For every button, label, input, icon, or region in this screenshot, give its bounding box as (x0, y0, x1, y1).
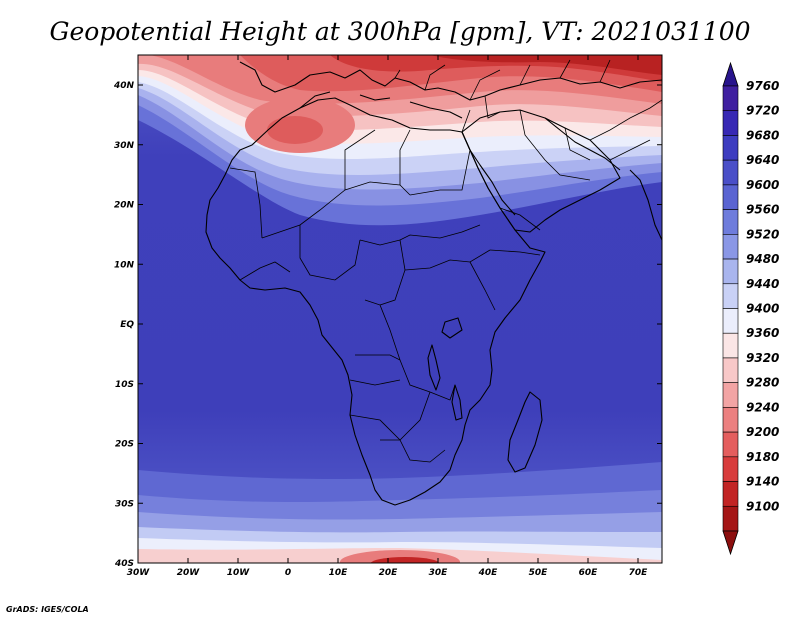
country-borders (229, 59, 662, 463)
colorbar-swatch (722, 332, 739, 359)
africa-coastline (205, 97, 546, 506)
lon-tick-label: 30E (429, 568, 449, 578)
lat-tick-label: 30N (114, 141, 135, 151)
colorbar-label: 9100 (746, 499, 779, 513)
lat-tick-label: 20N (114, 201, 135, 211)
colorbar-label: 9520 (746, 227, 779, 241)
axis-ticks: 30W 20W 10W 0 10E 20E 30E 40E 50E 60E 70E 40N 30N 20N… (113, 55, 662, 578)
lat-tick-label: 40S (114, 559, 134, 569)
colorbar-label: 9480 (746, 252, 779, 266)
lon-tick-label: 20W (177, 568, 201, 578)
colorbar-label: 9760 (746, 79, 779, 93)
lake-tanganyika (427, 344, 441, 391)
lon-tick-label: 0 (285, 568, 291, 578)
colorbar-swatch (722, 184, 739, 210)
colorbar-label: 9200 (746, 425, 779, 439)
colorbar-swatch (722, 258, 739, 285)
lat-tick-label: 40N (113, 81, 135, 91)
map-plot-area (138, 55, 662, 563)
colorbar-swatch (722, 308, 739, 334)
colorbar-swatch (722, 456, 739, 482)
credit-text: GrADS: IGES/COLA (6, 605, 89, 614)
colorbar-label: 9400 (746, 302, 779, 316)
mediterranean-shoreline (299, 91, 463, 119)
colorbar-label: 9140 (746, 475, 779, 489)
contour-cell-northwest-inner (267, 116, 323, 144)
colorbar-swatch (722, 407, 739, 433)
lat-tick-label: 10N (114, 260, 135, 270)
lake-malawi (451, 384, 463, 421)
lon-tick-label: 10E (329, 568, 349, 578)
colorbar-swatch (722, 85, 739, 112)
colorbar-swatch (722, 135, 739, 161)
lat-tick-label: 20S (115, 440, 134, 450)
arabia-coastline (461, 109, 621, 233)
india-coastline (629, 169, 662, 241)
lat-tick-label: 30S (115, 499, 134, 509)
lon-tick-label: 60E (579, 568, 599, 578)
colorbar-swatch (722, 481, 739, 507)
colorbar-swatch (722, 357, 739, 383)
red-sea-shoreline (461, 131, 516, 216)
colorbar-label: 9240 (746, 400, 779, 414)
colorbar-label: 9320 (746, 351, 779, 365)
madagascar-coastline (507, 391, 543, 473)
colorbar-swatch (722, 382, 739, 408)
lon-tick-label: 10W (227, 568, 251, 578)
colorbar-label: 9360 (746, 326, 779, 340)
colorbar-swatch (722, 431, 739, 458)
colorbar-swatch (722, 283, 739, 309)
colorbar-swatch (722, 234, 739, 260)
lake-victoria (441, 317, 463, 339)
colorbar-label: 9640 (746, 153, 779, 167)
lon-tick-label: 20E (379, 568, 399, 578)
lon-tick-label: 50E (529, 568, 549, 578)
colorbar-top-arrow (722, 61, 739, 87)
colorbar-label: 9600 (746, 178, 779, 192)
persian-gulf-shoreline (544, 117, 621, 171)
lat-tick-label: 10S (115, 380, 134, 390)
colorbar-label: 9280 (746, 376, 779, 390)
colorbar-label: 9720 (746, 104, 779, 118)
colorbar-label: 9560 (746, 203, 779, 217)
lat-tick-label: EQ (120, 320, 134, 330)
colorbar-swatch (722, 110, 739, 136)
map-title: Geopotential Height at 300hPa [gpm], VT:… (49, 17, 750, 46)
lon-tick-label: 70E (629, 568, 649, 578)
colorbar: 9760 9720 9680 9640 9600 9560 9520 9480 9440 9400… (722, 61, 779, 556)
lon-tick-label: 30W (127, 568, 151, 578)
lon-tick-label: 40E (478, 568, 499, 578)
colorbar-swatch (722, 209, 739, 235)
colorbar-bottom-arrow (722, 530, 739, 556)
colorbar-swatch (722, 505, 739, 532)
colorbar-label: 9680 (746, 128, 779, 142)
map-frame (137, 54, 663, 564)
colorbar-label: 9440 (746, 277, 779, 291)
colorbar-label: 9180 (746, 450, 779, 464)
colorbar-swatch (722, 159, 739, 186)
